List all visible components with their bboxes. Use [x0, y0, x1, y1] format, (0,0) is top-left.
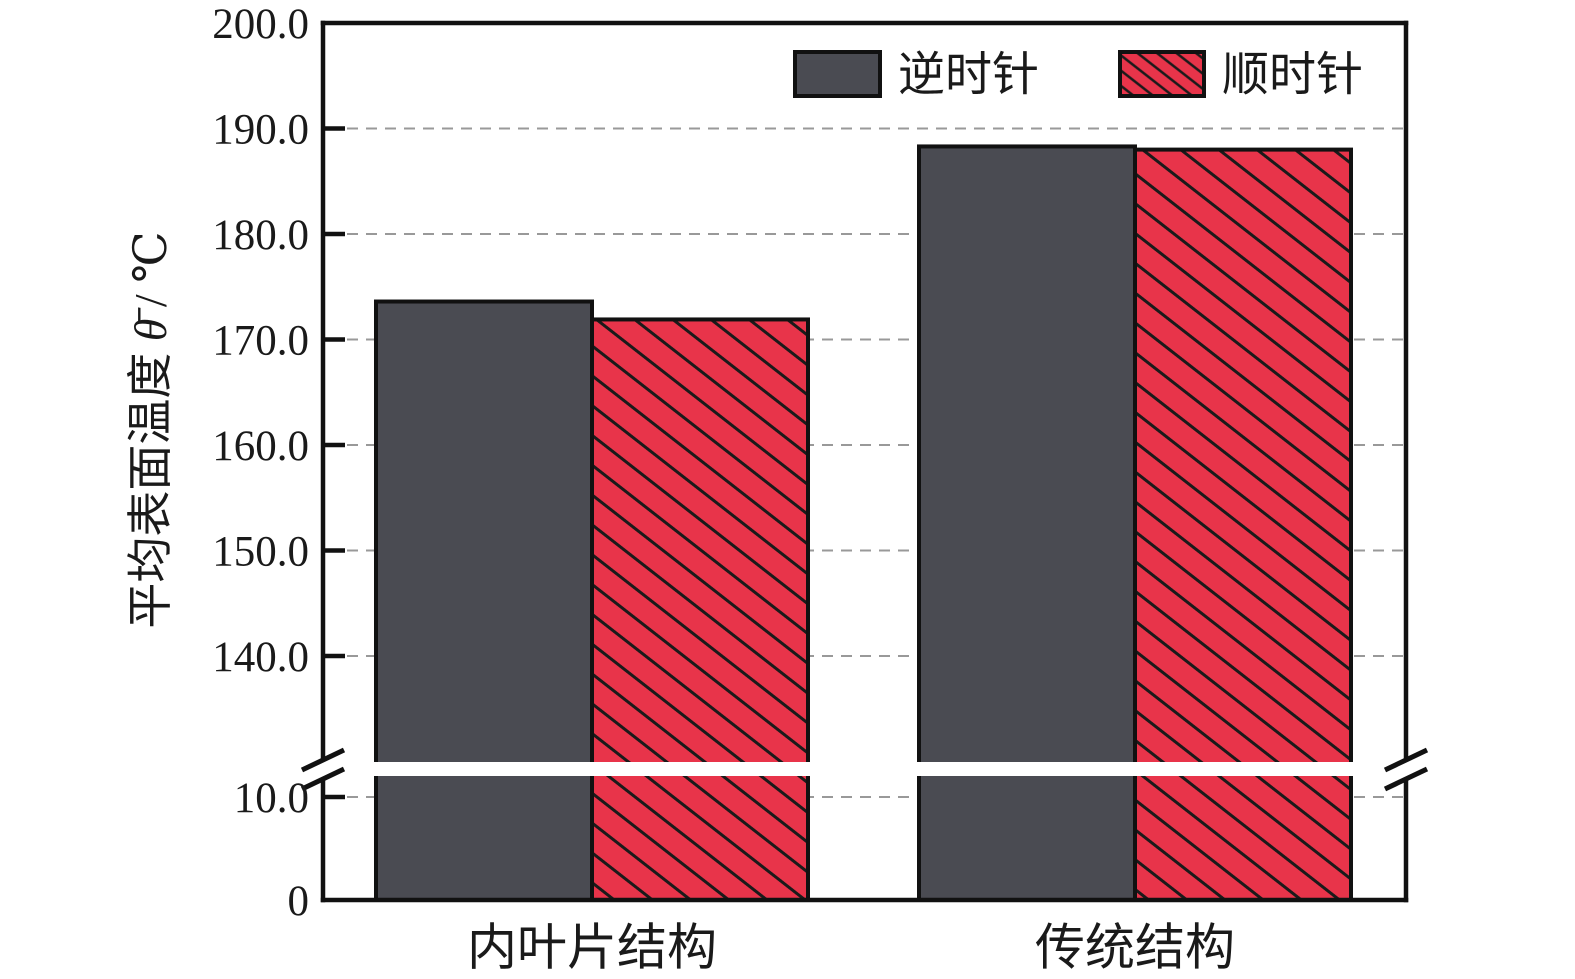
y-axis-label: 平均表面温度 θ̄ / ℃ [125, 231, 176, 628]
y-axis-label-text: 平均表面温度 [125, 341, 176, 629]
bar-series1-cat0 [590, 317, 810, 902]
axis-break-slash [300, 766, 346, 792]
y-tick-label: 140.0 [212, 634, 309, 681]
y-tick-label: 10.0 [234, 775, 309, 822]
legend-label-counterclockwise: 逆时针 [898, 49, 1039, 101]
bar-series0-cat0 [374, 299, 594, 902]
legend-swatch-counterclockwise [793, 50, 882, 98]
bar-series0-cat1 [917, 144, 1137, 902]
y-tick-label: 160.0 [212, 423, 309, 470]
axis-break-slash [300, 747, 346, 773]
y-tick-label: 170.0 [212, 318, 309, 365]
bar-series1-cat1 [1133, 147, 1353, 903]
legend-swatch-clockwise [1118, 50, 1206, 98]
category-label-1: 传统结构 [1035, 920, 1235, 976]
y-tick-label: 0 [288, 878, 310, 925]
y-axis-label-unit: / ℃ [125, 231, 176, 318]
axis-break-slash [1383, 766, 1429, 792]
y-tick-label: 150.0 [212, 529, 309, 576]
axis-break-slash [1383, 747, 1429, 773]
y-tick-label: 190.0 [212, 107, 309, 154]
y-tick-label: 200.0 [212, 1, 309, 48]
axis-break-band [326, 762, 1403, 776]
category-label-0: 内叶片结构 [467, 920, 717, 976]
y-tick-label: 180.0 [212, 212, 309, 259]
legend-label-clockwise: 顺时针 [1222, 49, 1363, 101]
